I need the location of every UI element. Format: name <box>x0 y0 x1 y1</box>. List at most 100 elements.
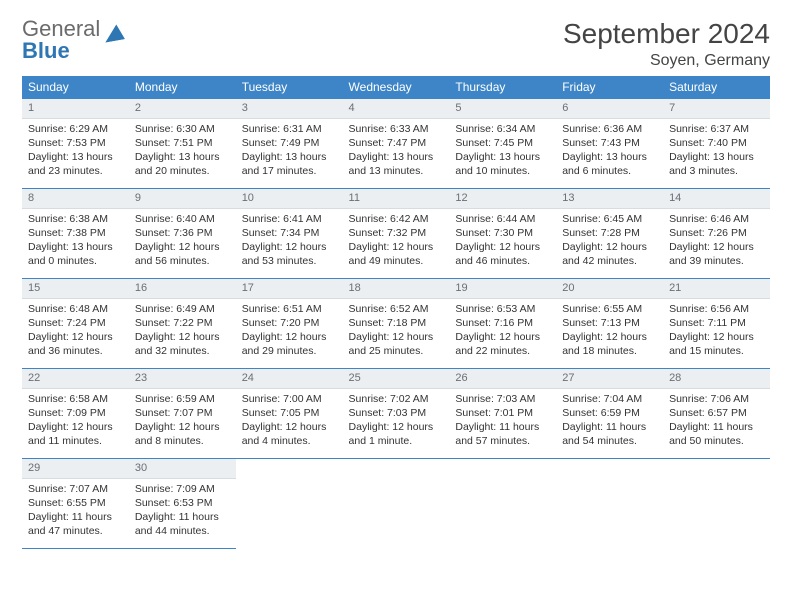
day-daylight: Daylight: 12 hours and 39 minutes. <box>669 240 764 268</box>
day-daylight: Daylight: 12 hours and 36 minutes. <box>28 330 123 358</box>
calendar-cell: 15Sunrise: 6:48 AMSunset: 7:24 PMDayligh… <box>22 279 129 369</box>
calendar-cell: 3Sunrise: 6:31 AMSunset: 7:49 PMDaylight… <box>236 99 343 189</box>
calendar-cell: 8Sunrise: 6:38 AMSunset: 7:38 PMDaylight… <box>22 189 129 279</box>
day-sunrise: Sunrise: 6:41 AM <box>242 212 337 226</box>
day-body: Sunrise: 6:41 AMSunset: 7:34 PMDaylight:… <box>236 209 343 273</box>
day-body: Sunrise: 6:51 AMSunset: 7:20 PMDaylight:… <box>236 299 343 363</box>
day-sunset: Sunset: 7:51 PM <box>135 136 230 150</box>
day-number: 9 <box>129 189 236 209</box>
day-sunset: Sunset: 7:05 PM <box>242 406 337 420</box>
day-sunset: Sunset: 7:45 PM <box>455 136 550 150</box>
calendar-cell: 18Sunrise: 6:52 AMSunset: 7:18 PMDayligh… <box>343 279 450 369</box>
day-number: 15 <box>22 279 129 299</box>
calendar-cell: 28Sunrise: 7:06 AMSunset: 6:57 PMDayligh… <box>663 369 770 459</box>
day-body: Sunrise: 6:59 AMSunset: 7:07 PMDaylight:… <box>129 389 236 453</box>
calendar-cell: 27Sunrise: 7:04 AMSunset: 6:59 PMDayligh… <box>556 369 663 459</box>
day-number: 12 <box>449 189 556 209</box>
day-body: Sunrise: 6:45 AMSunset: 7:28 PMDaylight:… <box>556 209 663 273</box>
calendar-cell: 9Sunrise: 6:40 AMSunset: 7:36 PMDaylight… <box>129 189 236 279</box>
calendar-row: 1Sunrise: 6:29 AMSunset: 7:53 PMDaylight… <box>22 99 770 189</box>
day-number: 21 <box>663 279 770 299</box>
day-sunrise: Sunrise: 6:55 AM <box>562 302 657 316</box>
day-sunset: Sunset: 7:36 PM <box>135 226 230 240</box>
day-number: 29 <box>22 459 129 479</box>
day-sunset: Sunset: 7:53 PM <box>28 136 123 150</box>
day-sunset: Sunset: 7:30 PM <box>455 226 550 240</box>
day-sunset: Sunset: 7:47 PM <box>349 136 444 150</box>
day-daylight: Daylight: 11 hours and 54 minutes. <box>562 420 657 448</box>
day-body: Sunrise: 7:09 AMSunset: 6:53 PMDaylight:… <box>129 479 236 543</box>
day-body: Sunrise: 6:31 AMSunset: 7:49 PMDaylight:… <box>236 119 343 183</box>
day-sunrise: Sunrise: 7:00 AM <box>242 392 337 406</box>
day-daylight: Daylight: 11 hours and 50 minutes. <box>669 420 764 448</box>
day-sunset: Sunset: 7:07 PM <box>135 406 230 420</box>
header: General Blue September 2024 Soyen, Germa… <box>22 18 770 70</box>
calendar-cell: 26Sunrise: 7:03 AMSunset: 7:01 PMDayligh… <box>449 369 556 459</box>
day-sunset: Sunset: 7:03 PM <box>349 406 444 420</box>
calendar-cell: 25Sunrise: 7:02 AMSunset: 7:03 PMDayligh… <box>343 369 450 459</box>
day-number: 17 <box>236 279 343 299</box>
day-number: 28 <box>663 369 770 389</box>
day-daylight: Daylight: 12 hours and 46 minutes. <box>455 240 550 268</box>
day-number: 24 <box>236 369 343 389</box>
day-sunrise: Sunrise: 7:06 AM <box>669 392 764 406</box>
day-daylight: Daylight: 12 hours and 1 minute. <box>349 420 444 448</box>
day-sunset: Sunset: 7:16 PM <box>455 316 550 330</box>
logo: General Blue <box>22 18 124 62</box>
day-body: Sunrise: 6:46 AMSunset: 7:26 PMDaylight:… <box>663 209 770 273</box>
day-body: Sunrise: 7:00 AMSunset: 7:05 PMDaylight:… <box>236 389 343 453</box>
day-body: Sunrise: 7:02 AMSunset: 7:03 PMDaylight:… <box>343 389 450 453</box>
day-body: Sunrise: 6:29 AMSunset: 7:53 PMDaylight:… <box>22 119 129 183</box>
day-sunrise: Sunrise: 6:33 AM <box>349 122 444 136</box>
day-sunrise: Sunrise: 7:03 AM <box>455 392 550 406</box>
day-body: Sunrise: 6:33 AMSunset: 7:47 PMDaylight:… <box>343 119 450 183</box>
day-body: Sunrise: 6:55 AMSunset: 7:13 PMDaylight:… <box>556 299 663 363</box>
day-body: Sunrise: 7:06 AMSunset: 6:57 PMDaylight:… <box>663 389 770 453</box>
day-daylight: Daylight: 13 hours and 6 minutes. <box>562 150 657 178</box>
day-daylight: Daylight: 12 hours and 56 minutes. <box>135 240 230 268</box>
day-body: Sunrise: 6:49 AMSunset: 7:22 PMDaylight:… <box>129 299 236 363</box>
calendar-cell: 12Sunrise: 6:44 AMSunset: 7:30 PMDayligh… <box>449 189 556 279</box>
day-daylight: Daylight: 12 hours and 11 minutes. <box>28 420 123 448</box>
day-number: 27 <box>556 369 663 389</box>
day-sunrise: Sunrise: 6:37 AM <box>669 122 764 136</box>
day-body: Sunrise: 6:40 AMSunset: 7:36 PMDaylight:… <box>129 209 236 273</box>
day-daylight: Daylight: 13 hours and 0 minutes. <box>28 240 123 268</box>
logo-triangle-icon <box>103 23 126 45</box>
day-sunset: Sunset: 6:53 PM <box>135 496 230 510</box>
day-sunset: Sunset: 7:01 PM <box>455 406 550 420</box>
day-number: 1 <box>22 99 129 119</box>
day-daylight: Daylight: 12 hours and 53 minutes. <box>242 240 337 268</box>
day-daylight: Daylight: 12 hours and 32 minutes. <box>135 330 230 358</box>
day-sunrise: Sunrise: 6:42 AM <box>349 212 444 226</box>
day-sunrise: Sunrise: 6:36 AM <box>562 122 657 136</box>
day-sunset: Sunset: 7:20 PM <box>242 316 337 330</box>
calendar-cell <box>663 459 770 549</box>
day-sunrise: Sunrise: 6:46 AM <box>669 212 764 226</box>
calendar-cell: 4Sunrise: 6:33 AMSunset: 7:47 PMDaylight… <box>343 99 450 189</box>
logo-blue: Blue <box>22 38 70 63</box>
calendar-cell: 17Sunrise: 6:51 AMSunset: 7:20 PMDayligh… <box>236 279 343 369</box>
day-body: Sunrise: 7:04 AMSunset: 6:59 PMDaylight:… <box>556 389 663 453</box>
day-sunset: Sunset: 7:28 PM <box>562 226 657 240</box>
col-tuesday: Tuesday <box>236 76 343 99</box>
col-sunday: Sunday <box>22 76 129 99</box>
calendar-cell: 21Sunrise: 6:56 AMSunset: 7:11 PMDayligh… <box>663 279 770 369</box>
day-body: Sunrise: 6:44 AMSunset: 7:30 PMDaylight:… <box>449 209 556 273</box>
day-sunset: Sunset: 7:11 PM <box>669 316 764 330</box>
day-number: 4 <box>343 99 450 119</box>
day-daylight: Daylight: 13 hours and 13 minutes. <box>349 150 444 178</box>
day-sunrise: Sunrise: 6:34 AM <box>455 122 550 136</box>
day-sunrise: Sunrise: 6:59 AM <box>135 392 230 406</box>
day-number: 11 <box>343 189 450 209</box>
day-number: 5 <box>449 99 556 119</box>
day-body: Sunrise: 6:30 AMSunset: 7:51 PMDaylight:… <box>129 119 236 183</box>
day-daylight: Daylight: 13 hours and 20 minutes. <box>135 150 230 178</box>
day-sunrise: Sunrise: 6:44 AM <box>455 212 550 226</box>
calendar-body: 1Sunrise: 6:29 AMSunset: 7:53 PMDaylight… <box>22 99 770 549</box>
calendar-cell: 29Sunrise: 7:07 AMSunset: 6:55 PMDayligh… <box>22 459 129 549</box>
calendar-cell <box>236 459 343 549</box>
day-sunrise: Sunrise: 6:48 AM <box>28 302 123 316</box>
day-body: Sunrise: 6:34 AMSunset: 7:45 PMDaylight:… <box>449 119 556 183</box>
day-sunset: Sunset: 6:55 PM <box>28 496 123 510</box>
